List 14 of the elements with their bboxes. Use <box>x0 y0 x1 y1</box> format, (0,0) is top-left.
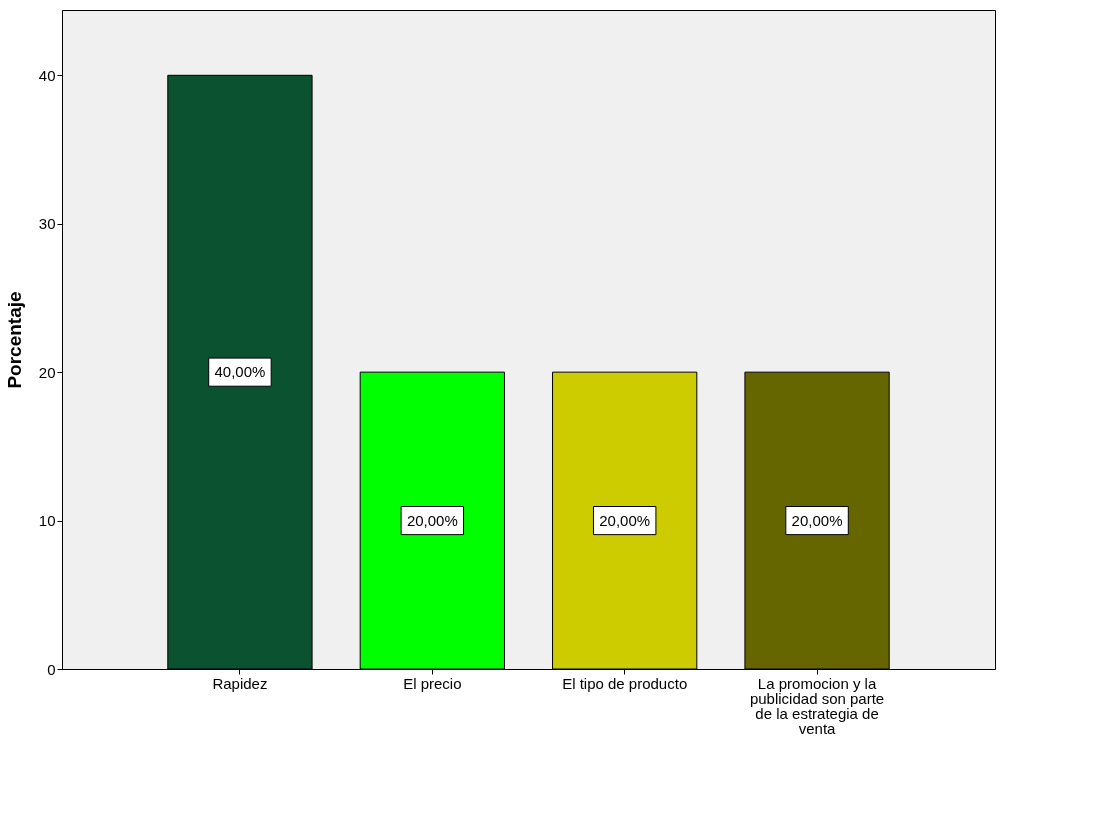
y-tick-label: 30 <box>38 215 56 233</box>
y-tick-label: 20 <box>38 363 56 381</box>
data-label: 20,00% <box>599 511 651 529</box>
data-label: 20,00% <box>406 511 458 529</box>
data-label: 20,00% <box>791 511 843 529</box>
x-tick-label: La promocion y la publicidad son parte de la estrategia de venta <box>749 674 885 737</box>
y-tick-label: 40 <box>38 66 56 84</box>
x-tick-label: Rapidez <box>212 674 268 692</box>
y-tick-label: 0 <box>47 660 56 678</box>
data-label: 40,00% <box>214 363 266 381</box>
x-tick-label: El precio <box>403 674 462 692</box>
x-tick-label: El tipo de producto <box>562 674 688 692</box>
y-axis-title: Porcentaje <box>3 291 25 389</box>
y-tick-label: 10 <box>38 512 56 530</box>
